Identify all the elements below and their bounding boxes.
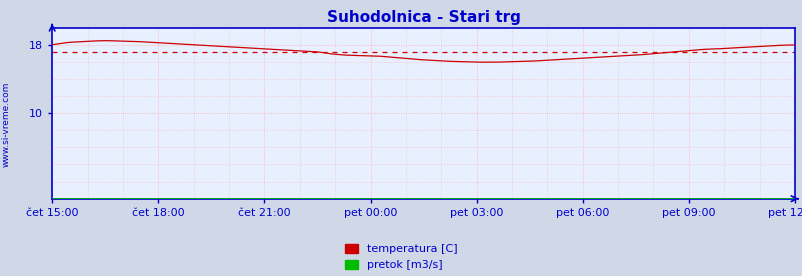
Title: Suhodolnica - Stari trg: Suhodolnica - Stari trg (326, 10, 520, 25)
Legend: temperatura [C], pretok [m3/s]: temperatura [C], pretok [m3/s] (345, 244, 457, 270)
Text: www.si-vreme.com: www.si-vreme.com (2, 81, 11, 167)
